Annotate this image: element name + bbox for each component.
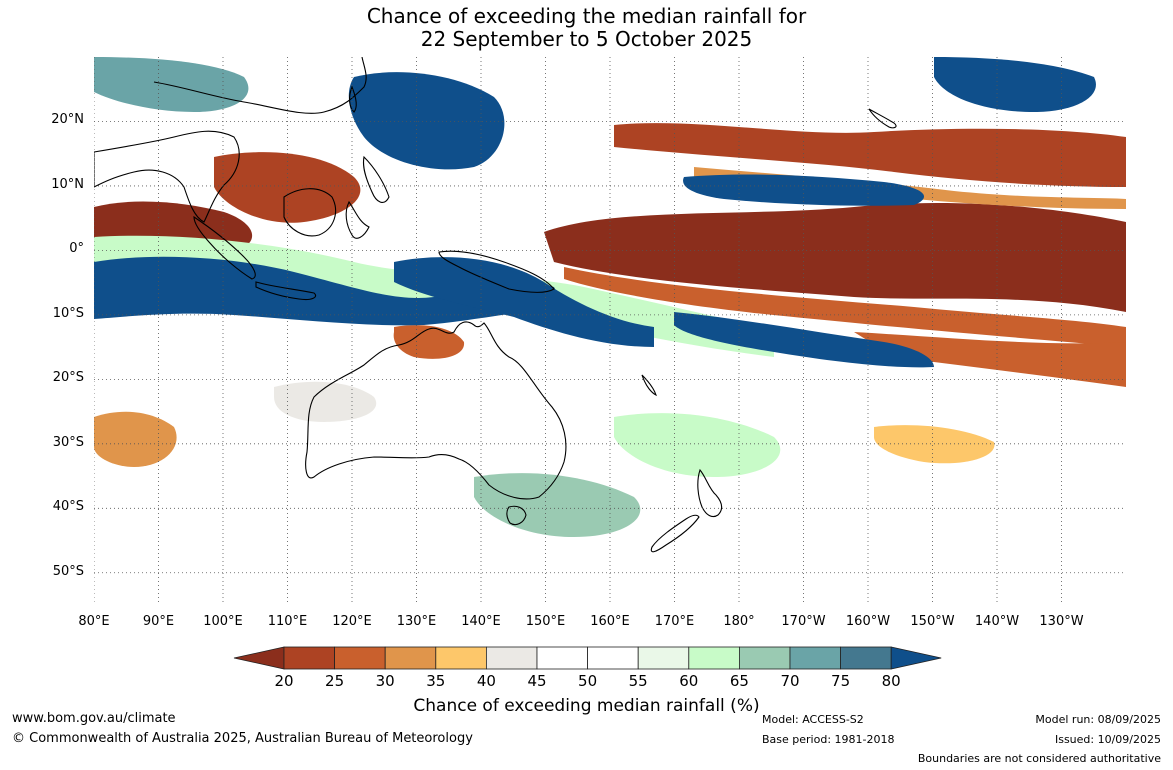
coastline-southeast-asia: [94, 130, 240, 223]
field-wet-indian-ocean: [94, 256, 564, 326]
field-dry-southwest-indian: [94, 411, 177, 467]
coastline-new-zealand-south: [650, 514, 700, 553]
issued-date: Issued: 10/09/2025: [1054, 733, 1161, 746]
graticule: [94, 57, 1126, 605]
map-title-line-2: 22 September to 5 October 2025: [420, 27, 753, 51]
coastline-sulawesi: [345, 200, 370, 239]
colorbar-tick-label: 35: [426, 672, 446, 690]
longitude-tick-label: 80°E: [78, 614, 110, 629]
coastline-sumatra: [193, 215, 256, 280]
coastline-australia: [305, 321, 567, 500]
map-canvas: [94, 57, 1126, 605]
model-run-date: Model run: 08/09/2025: [1035, 713, 1161, 726]
longitude-tick-label: 90°E: [142, 614, 175, 629]
probability-fields: [94, 57, 1126, 537]
field-moderate-equatorial-pacific: [564, 267, 1126, 347]
longitude-tick-label: 160°E: [590, 614, 630, 629]
coastline-borneo: [283, 188, 337, 237]
field-dry-northwest-australia: [393, 325, 465, 359]
field-dry-equatorial-pacific: [544, 202, 1126, 312]
field-near-normal-gray: [274, 381, 377, 422]
field-dry-maritime-continent: [214, 152, 361, 223]
field-dry-southeast-pacific: [854, 332, 1126, 387]
colorbar-tick-label: 60: [679, 672, 699, 690]
colorbar-tick-label: 55: [628, 672, 648, 690]
longitude-tick-label: 120°E: [332, 614, 372, 629]
colorbar-cell: [485, 646, 538, 670]
field-wet-new-guinea: [394, 257, 654, 347]
longitude-tick-label: 180°: [723, 614, 755, 629]
coastline-hawaii: [868, 108, 897, 129]
colorbar-title: Chance of exceeding median rainfall (%): [413, 696, 760, 716]
colorbar-cell: [637, 646, 690, 670]
colorbar-cell: [789, 646, 841, 670]
coastline-java: [255, 281, 317, 301]
coastline-new-zealand-north: [697, 468, 723, 518]
latitude-tick-label: 30°S: [52, 434, 84, 450]
coastline-taiwan: [349, 85, 357, 113]
colorbar-cell: [840, 646, 892, 670]
colorbar-cell: [536, 646, 588, 670]
longitude-tick-label: 130°W: [1039, 614, 1084, 629]
map-title-line-1: Chance of exceeding the median rainfall …: [366, 4, 807, 28]
field-wet-southeast-asia-monsoon: [94, 57, 249, 112]
coastline-asia-mainland: [153, 57, 367, 114]
colorbar-tick-label: 45: [527, 672, 547, 690]
colorbar-cell: [283, 646, 335, 670]
latitude-tick-label: 10°N: [51, 176, 84, 192]
colorbar-tick-label: 75: [831, 672, 851, 690]
latitude-tick-label: 20°S: [52, 370, 84, 386]
base-period: Base period: 1981-2018: [762, 733, 895, 746]
field-dry-north-pacific: [614, 123, 1126, 187]
colorbar-tick-label: 25: [325, 672, 345, 690]
longitude-tick-label: 140°E: [461, 614, 501, 629]
colorbar-tick-label: 30: [375, 672, 395, 690]
field-wet-hawaii-region: [934, 57, 1096, 112]
longitude-tick-label: 160°W: [845, 614, 891, 629]
colorbar-cell: [384, 646, 437, 670]
colorbar-extend-low: [233, 646, 285, 670]
coastline-new-guinea: [438, 250, 555, 293]
longitude-tick-label: 100°E: [203, 614, 243, 629]
model-name: Model: ACCESS-S2: [762, 713, 864, 726]
coastline-new-caledonia: [641, 374, 657, 397]
field-wet-southern-ocean: [474, 473, 641, 537]
colorbar-tick-label: 20: [274, 672, 294, 690]
colorbar-cell: [435, 646, 487, 670]
longitude-tick-label: 140°W: [974, 614, 1020, 629]
rainfall-probability-map: [94, 57, 1126, 605]
colorbar-tick-label: 70: [780, 672, 800, 690]
longitude-tick-label: 150°E: [525, 614, 566, 629]
colorbar-extend-high: [890, 646, 942, 670]
colorbar-tick-label: 80: [881, 672, 901, 690]
bom-website-link[interactable]: www.bom.gov.au/climate: [12, 711, 176, 726]
colorbar-cell: [587, 646, 639, 670]
colorbar-cell: [688, 646, 740, 670]
latitude-tick-label: 50°S: [52, 563, 84, 579]
latitude-tick-label: 10°S: [52, 305, 84, 321]
coastlines: [94, 57, 897, 553]
colorbar-cell: [334, 646, 386, 670]
longitude-tick-label: 150°W: [910, 614, 955, 629]
colorbar-cell: [738, 646, 791, 670]
coastline-tasmania: [506, 505, 527, 526]
copyright-notice: © Commonwealth of Australia 2025, Austra…: [12, 731, 473, 746]
longitude-tick-label: 110°E: [267, 614, 308, 629]
longitude-tick-label: 130°E: [396, 614, 437, 629]
colorbar-tick-label: 50: [578, 672, 598, 690]
latitude-tick-label: 0°: [69, 241, 84, 257]
field-wet-philippine-sea: [348, 72, 505, 170]
field-wet-north-pacific-band: [683, 174, 924, 206]
colorbar-tick-label: 65: [729, 672, 749, 690]
latitude-tick-label: 20°N: [51, 112, 84, 128]
longitude-tick-label: 170°E: [654, 614, 695, 629]
probability-colorbar: [233, 646, 942, 670]
colorbar-tick-label: 40: [476, 672, 496, 690]
boundaries-disclaimer: Boundaries are not considered authoritat…: [917, 752, 1161, 765]
coastline-philippines: [362, 155, 390, 203]
latitude-tick-label: 40°S: [52, 499, 84, 515]
longitude-tick-label: 170°W: [781, 614, 826, 629]
